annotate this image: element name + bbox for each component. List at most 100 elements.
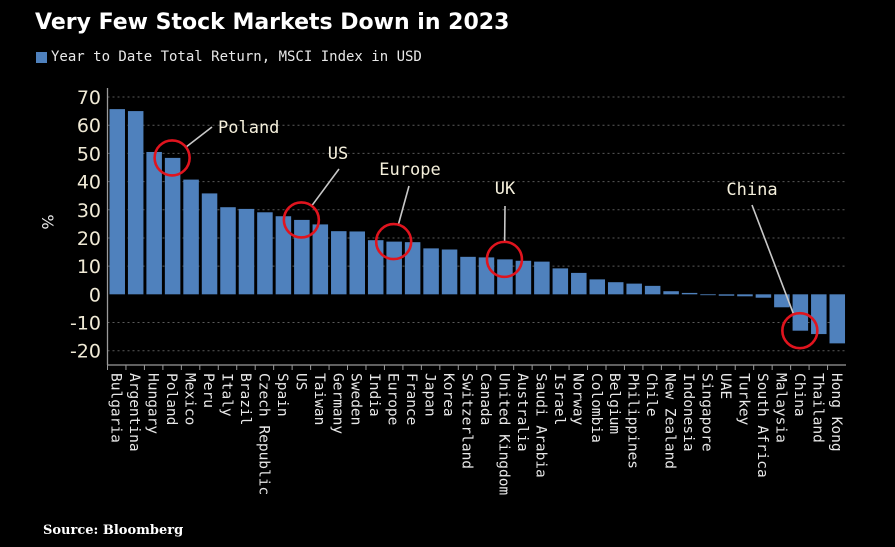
bar-peru	[201, 193, 218, 295]
bar-us	[294, 219, 310, 295]
bars	[109, 109, 846, 344]
x-tick-label: Taiwan	[311, 373, 327, 425]
annotation-circle-uk	[485, 240, 524, 279]
x-tick-label: Chile	[643, 373, 659, 417]
bar-france	[404, 242, 421, 295]
x-tick-label: Philippines	[625, 373, 641, 469]
legend-swatch	[36, 51, 47, 63]
x-axis-labels: Bulgaria Argentina Hungary Poland Mexico Peru…	[108, 373, 844, 495]
bar-czech-republic	[257, 212, 273, 295]
x-tick-label: Malaysia	[772, 373, 788, 443]
x-tick-label: Belgium	[606, 373, 622, 434]
bar-sweden	[349, 231, 365, 295]
bar-colombia	[589, 279, 606, 295]
bar-bulgaria	[109, 109, 125, 295]
bar-indonesia	[681, 292, 698, 295]
y-tick-label: 20	[77, 228, 101, 250]
x-tick-label: Bulgaria	[108, 373, 124, 443]
x-tick-label: Turkey	[735, 373, 751, 426]
bar-uae	[718, 294, 735, 296]
annotation-label-us: US	[328, 144, 348, 164]
bar-singapore	[700, 294, 716, 296]
bar-argentina	[127, 111, 144, 295]
bar-switzerland	[460, 256, 476, 295]
bar-hungary	[146, 151, 162, 295]
annotation-leader-europe	[397, 185, 410, 225]
bar-israel	[552, 268, 569, 295]
bar-poland	[164, 157, 181, 295]
x-tick-label: UAE	[717, 373, 733, 399]
annotation-circle-europe	[374, 222, 413, 261]
x-tick-label: Italy	[219, 373, 235, 417]
y-tick-label: -10	[70, 313, 101, 335]
bar-belgium	[607, 282, 624, 295]
annotation-label-poland: Poland	[218, 118, 279, 138]
bar-japan	[423, 248, 439, 295]
bar-malaysia	[774, 294, 790, 308]
x-tick-label: Canada	[477, 373, 493, 425]
x-tick-label: China	[791, 373, 807, 417]
bar-mexico	[183, 179, 199, 295]
x-tick-label: US	[292, 373, 308, 390]
bar-brazil	[238, 208, 255, 295]
x-tick-label: Poland	[163, 373, 179, 425]
x-tick-label: France	[403, 373, 419, 425]
source-note: Source: Bloomberg	[43, 523, 184, 538]
bar-turkey	[737, 294, 753, 297]
x-tick-label: Japan	[422, 373, 438, 417]
y-tick-label: 0	[89, 284, 101, 306]
y-axis-label: %	[38, 214, 57, 229]
x-tick-label: Hungary	[145, 373, 161, 434]
bar-thailand	[811, 294, 827, 335]
annotation-label-china: China	[726, 180, 777, 200]
x-tick-label: Czech Republic	[255, 373, 271, 495]
x-tick-label: Sweden	[348, 373, 364, 425]
x-tick-label: South Africa	[754, 373, 770, 478]
bar-canada	[478, 257, 495, 295]
y-tick-label: 30	[77, 200, 101, 222]
x-tick-label: India	[366, 373, 382, 417]
bar-philippines	[626, 283, 642, 295]
x-tick-label: Switzerland	[459, 373, 475, 469]
x-tick-label: Peru	[200, 373, 216, 408]
bar-korea	[441, 249, 458, 295]
annotation-circle-poland	[153, 139, 191, 177]
x-tick-label: Spain	[274, 373, 290, 417]
annotation-circle-us	[282, 201, 321, 239]
y-tick-label: 50	[77, 143, 101, 165]
annotation-leader-china	[751, 204, 795, 315]
y-tick-label: 10	[77, 256, 101, 278]
bar-chile	[644, 285, 661, 295]
bar-hong-kong	[829, 294, 846, 344]
x-tick-label: Brazil	[237, 373, 253, 425]
x-tick-label: Europe	[385, 373, 401, 425]
bar-spain	[275, 216, 292, 295]
x-tick-label: Korea	[440, 373, 456, 417]
y-axis-ticks: 70 60 50 40 30 20 10 0 -10 -20	[70, 87, 101, 363]
y-tick-label: 70	[77, 87, 101, 109]
bar-germany	[331, 231, 347, 295]
bar-saudi-arabia	[534, 261, 550, 295]
annotation-leader-us	[311, 168, 340, 207]
legend-label: Year to Date Total Return, MSCI Index in…	[51, 49, 422, 65]
annotation-label-uk: UK	[495, 179, 516, 199]
x-tick-label: Thailand	[809, 373, 825, 443]
bar-new-zealand	[663, 291, 679, 295]
bar-india	[367, 240, 384, 295]
x-tick-label: Colombia	[588, 373, 604, 443]
bar-europe	[386, 241, 402, 295]
bar-south-africa	[755, 294, 772, 298]
x-tick-label: Mexico	[182, 373, 198, 425]
x-tick-label: Norway	[569, 373, 585, 426]
x-tick-label: Hong Kong	[828, 373, 844, 452]
y-tick-label: 60	[77, 115, 101, 137]
x-tick-label: United Kingdom	[495, 373, 511, 495]
annotation-label-europe: Europe	[379, 160, 440, 180]
bar-taiwan	[312, 224, 329, 295]
y-tick-label: 40	[77, 172, 101, 194]
x-tick-label: Saudi Arabia	[532, 373, 548, 478]
x-tick-label: Germany	[329, 373, 345, 434]
bar-norway	[571, 272, 587, 295]
annotation-leader-poland	[185, 126, 213, 148]
